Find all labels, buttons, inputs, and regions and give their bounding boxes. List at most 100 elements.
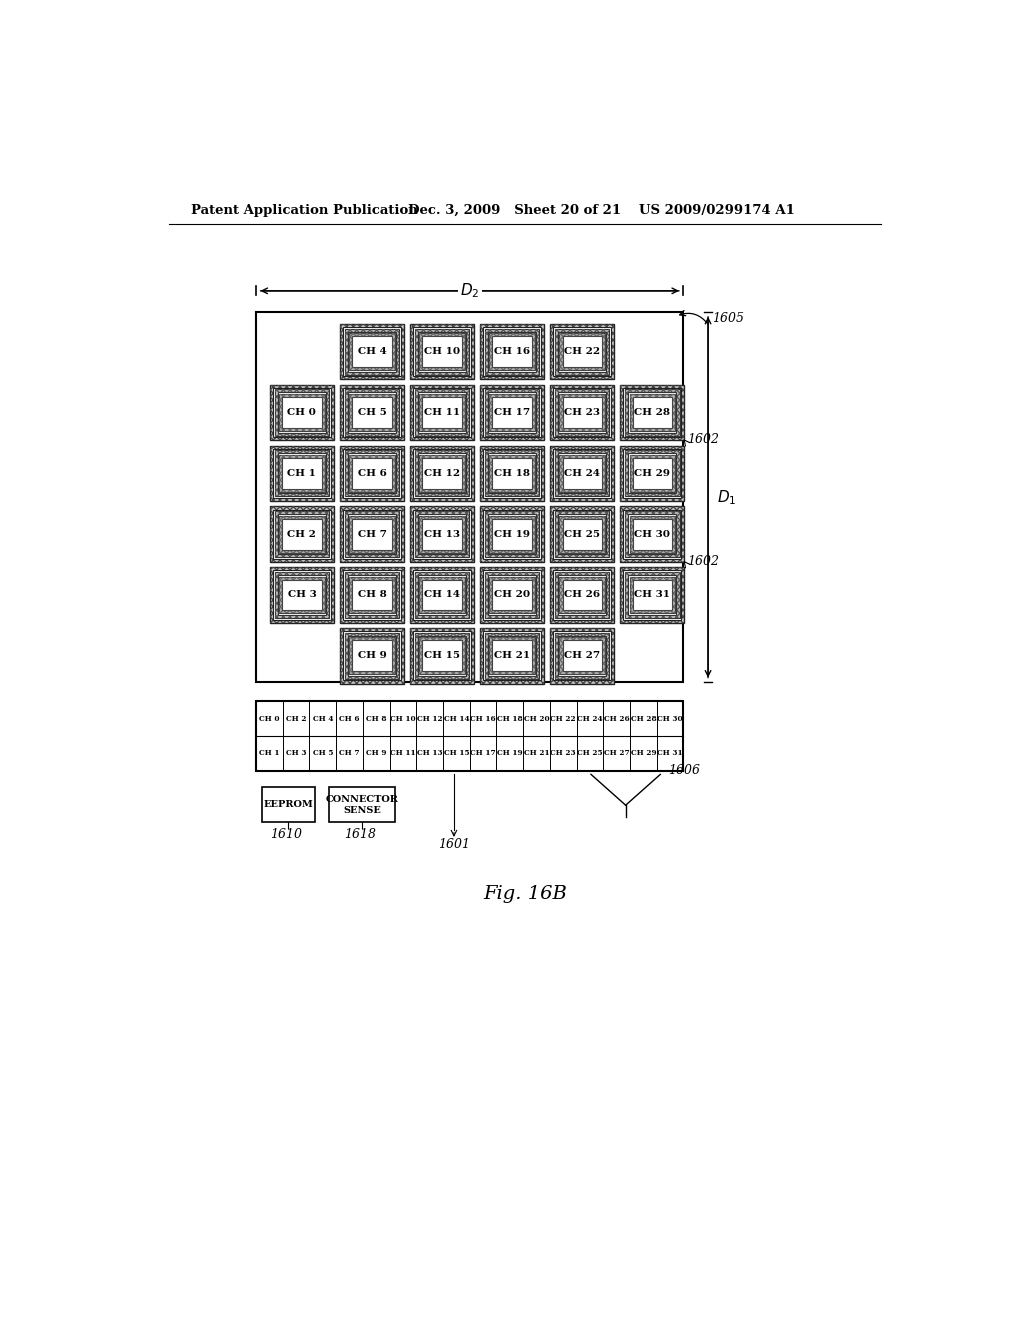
Bar	[633, 579, 672, 610]
Bar	[280, 516, 325, 553]
Text: CH 14: CH 14	[443, 714, 469, 722]
Text: CH 4: CH 4	[357, 347, 386, 356]
Bar	[559, 577, 605, 614]
Bar	[483, 510, 541, 558]
Bar	[625, 389, 680, 436]
Bar	[484, 450, 540, 496]
Bar	[559, 393, 605, 430]
Bar	[270, 507, 334, 562]
Text: CH 29: CH 29	[631, 750, 656, 758]
Bar	[415, 329, 469, 375]
Bar	[345, 329, 399, 375]
Bar	[624, 388, 681, 437]
Bar	[480, 446, 544, 502]
Bar	[415, 511, 469, 557]
Bar	[340, 507, 403, 562]
Bar	[415, 389, 469, 436]
Bar	[345, 632, 399, 678]
Text: CH 5: CH 5	[312, 750, 333, 758]
Bar	[483, 388, 541, 437]
Bar	[280, 393, 325, 430]
Bar	[262, 788, 314, 822]
Bar	[555, 389, 609, 436]
Bar	[273, 570, 331, 619]
Bar	[555, 329, 609, 375]
Bar	[489, 455, 535, 492]
Bar	[489, 638, 535, 675]
Text: CH 23: CH 23	[551, 750, 577, 758]
Bar	[348, 515, 396, 554]
Text: 1606: 1606	[668, 764, 700, 777]
Text: $D_1$: $D_1$	[717, 488, 736, 507]
Bar	[278, 453, 326, 494]
Bar	[550, 507, 614, 562]
Text: CH 2: CH 2	[286, 714, 306, 722]
Bar	[553, 327, 611, 376]
Bar	[418, 576, 466, 615]
Bar	[422, 640, 462, 671]
Text: CH 22: CH 22	[564, 347, 600, 356]
Text: CH 27: CH 27	[604, 750, 630, 758]
Bar	[559, 455, 605, 492]
Bar	[624, 510, 681, 558]
Bar	[274, 572, 330, 618]
Text: CH 26: CH 26	[604, 714, 630, 722]
Text: 1618: 1618	[344, 828, 376, 841]
Bar	[555, 511, 609, 557]
Bar	[410, 628, 474, 684]
Bar	[280, 455, 325, 492]
Bar	[484, 389, 540, 436]
Bar	[621, 568, 684, 623]
Bar	[487, 636, 537, 676]
Bar	[562, 519, 602, 549]
Bar	[487, 576, 537, 615]
Bar	[349, 577, 394, 614]
Bar	[633, 519, 672, 549]
Bar	[349, 455, 394, 492]
Text: CH 7: CH 7	[339, 750, 359, 758]
Bar	[559, 333, 605, 370]
Bar	[340, 568, 403, 623]
Bar	[493, 458, 531, 488]
Text: CH 8: CH 8	[366, 714, 386, 722]
Bar	[555, 511, 609, 557]
Bar	[562, 458, 602, 488]
Text: CH 18: CH 18	[497, 714, 522, 722]
Bar	[340, 385, 403, 441]
Text: CH 26: CH 26	[564, 590, 600, 599]
Bar	[558, 453, 606, 494]
Text: CH 15: CH 15	[424, 651, 460, 660]
Text: CH 15: CH 15	[443, 750, 469, 758]
Bar	[345, 632, 399, 678]
Text: CH 20: CH 20	[494, 590, 530, 599]
Text: Patent Application Publication: Patent Application Publication	[190, 205, 418, 218]
Text: CH 19: CH 19	[495, 529, 530, 539]
Bar	[419, 393, 465, 430]
Text: CH 7: CH 7	[357, 529, 386, 539]
Bar	[555, 329, 609, 375]
Bar	[419, 638, 465, 675]
Bar	[410, 323, 474, 379]
Bar	[630, 577, 675, 614]
Text: CH 3: CH 3	[288, 590, 316, 599]
Bar	[550, 507, 614, 562]
Text: CONNECTOR: CONNECTOR	[326, 795, 398, 804]
Bar	[283, 397, 322, 428]
Bar	[484, 511, 540, 557]
Text: CH 2: CH 2	[288, 529, 316, 539]
Text: CH 1: CH 1	[259, 750, 280, 758]
Text: CH 25: CH 25	[564, 529, 600, 539]
Bar	[621, 446, 684, 502]
Bar	[278, 392, 326, 433]
Bar	[493, 579, 531, 610]
Text: CH 24: CH 24	[578, 714, 603, 722]
Bar	[487, 453, 537, 494]
Bar	[621, 507, 684, 562]
Bar	[349, 516, 394, 553]
Bar	[349, 577, 394, 614]
Bar	[550, 323, 614, 379]
Bar	[278, 515, 326, 554]
Text: Fig. 16B: Fig. 16B	[483, 884, 566, 903]
Bar	[419, 333, 465, 370]
Bar	[256, 701, 683, 771]
